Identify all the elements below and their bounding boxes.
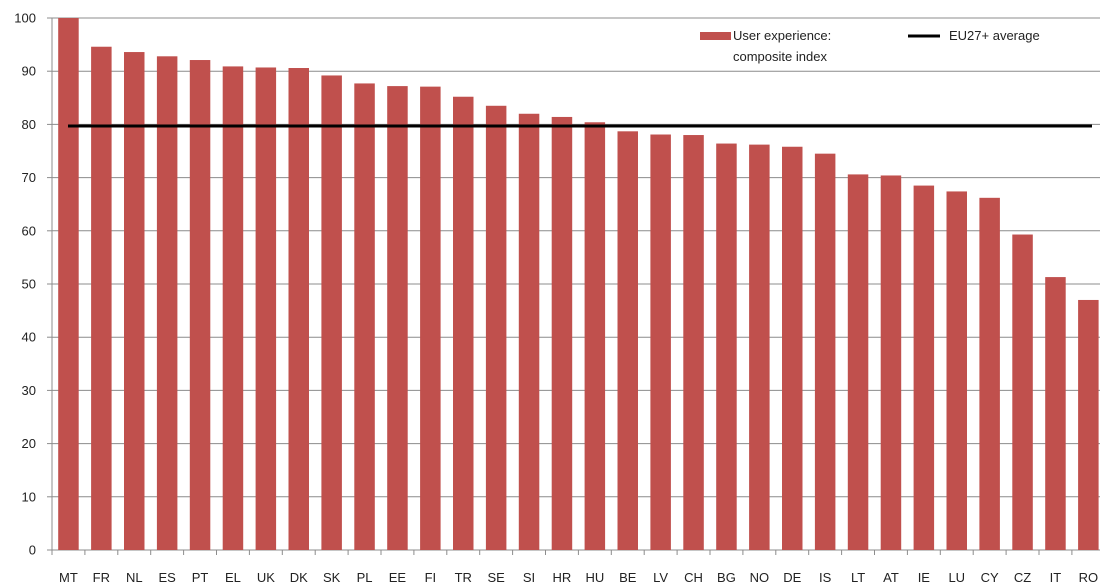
bar-it xyxy=(1045,277,1066,550)
x-tick-label: PT xyxy=(192,570,209,585)
bar-fr xyxy=(91,46,112,551)
y-tick-label: 100 xyxy=(14,11,36,26)
y-tick-label: 10 xyxy=(22,489,36,504)
y-tick-label: 60 xyxy=(22,223,36,238)
bar-si xyxy=(518,113,540,550)
x-tick-label: EL xyxy=(225,570,241,585)
x-tick-label: EE xyxy=(389,570,407,585)
bar-be xyxy=(617,131,638,551)
x-tick-label: LU xyxy=(948,570,965,585)
x-tick-label: UK xyxy=(257,570,275,585)
legend-label-user-experience-line2: composite index xyxy=(733,49,827,64)
x-tick-label: CY xyxy=(981,570,999,585)
y-tick-labels: 0 10 20 30 40 50 60 70 80 90 100 xyxy=(14,11,36,558)
y-tick-label: 70 xyxy=(22,170,36,185)
x-tick-label: PL xyxy=(357,570,373,585)
x-tick-labels: MT FR NL ES PT EL UK DK SK PL EE FI TR SE SI HR HU BE LV CH… xyxy=(59,570,1098,585)
x-tick-label: ES xyxy=(158,570,176,585)
x-tick-label: HU xyxy=(585,570,604,585)
x-tick-label: CH xyxy=(684,570,703,585)
y-tick-label: 40 xyxy=(22,330,36,345)
legend-label-user-experience-line1: User experience: xyxy=(733,28,831,43)
bar-tr xyxy=(453,96,474,551)
x-tick-label: DK xyxy=(290,570,308,585)
x-tick-label: LV xyxy=(653,570,668,585)
y-tick-label: 50 xyxy=(22,277,36,292)
bar-cy xyxy=(979,197,1000,551)
bar-uk xyxy=(255,67,277,550)
bar-es xyxy=(156,56,178,550)
x-tick-label: AT xyxy=(883,570,899,585)
bar-de xyxy=(782,146,803,550)
legend: User experience: composite index EU27+ a… xyxy=(700,28,1040,64)
bar-bg xyxy=(716,143,737,550)
x-tick-label: MT xyxy=(59,570,78,585)
x-tick-label: LT xyxy=(851,570,865,585)
x-tick-label: SE xyxy=(487,570,505,585)
bar-cz xyxy=(1012,234,1033,551)
y-tick-label: 30 xyxy=(22,383,36,398)
bar-lt xyxy=(847,174,869,550)
bar-nl xyxy=(124,52,145,550)
y-tick-label: 0 xyxy=(29,543,36,558)
x-tick-label: TR xyxy=(455,570,472,585)
x-tick-label: NL xyxy=(126,570,143,585)
x-tick-label: IS xyxy=(819,570,832,585)
bar-is xyxy=(814,153,836,550)
bar-sk xyxy=(321,75,342,551)
bar-ro xyxy=(1078,299,1099,550)
bar-ch xyxy=(683,135,704,551)
bar-ee xyxy=(387,86,408,550)
bar-ie xyxy=(913,185,935,550)
x-tick-label: SI xyxy=(523,570,535,585)
bar-dk xyxy=(288,68,309,551)
y-tick-label: 80 xyxy=(22,117,36,132)
bar-at xyxy=(880,175,902,551)
x-tick-label: SK xyxy=(323,570,341,585)
bar-no xyxy=(749,144,770,550)
bar-el xyxy=(222,66,244,551)
x-tick-label: CZ xyxy=(1014,570,1031,585)
x-tick-label: BE xyxy=(619,570,637,585)
bars xyxy=(58,18,1099,551)
x-tick-label: BG xyxy=(717,570,736,585)
y-tick-label: 20 xyxy=(22,436,36,451)
bar-hr xyxy=(551,116,573,551)
x-tick-label: IE xyxy=(918,570,931,585)
bar-hu xyxy=(584,122,606,550)
bar-lv xyxy=(650,134,671,550)
bar-mt xyxy=(58,18,79,550)
bar-fi xyxy=(420,86,441,551)
x-tick-label: HR xyxy=(553,570,572,585)
bar-pt xyxy=(189,60,211,550)
y-tick-label: 90 xyxy=(22,64,36,79)
x-tick-label: FI xyxy=(425,570,437,585)
x-tick-label: DE xyxy=(783,570,801,585)
x-tick-label: NO xyxy=(750,570,770,585)
legend-label-eu27-average: EU27+ average xyxy=(949,28,1040,43)
bar-lu xyxy=(946,191,967,550)
bar-pl xyxy=(354,83,375,550)
x-tick-label: RO xyxy=(1079,570,1099,585)
x-tick-label: IT xyxy=(1050,570,1062,585)
legend-swatch-user-experience xyxy=(700,32,731,40)
bar-se xyxy=(485,105,507,550)
x-tick-label: FR xyxy=(93,570,110,585)
